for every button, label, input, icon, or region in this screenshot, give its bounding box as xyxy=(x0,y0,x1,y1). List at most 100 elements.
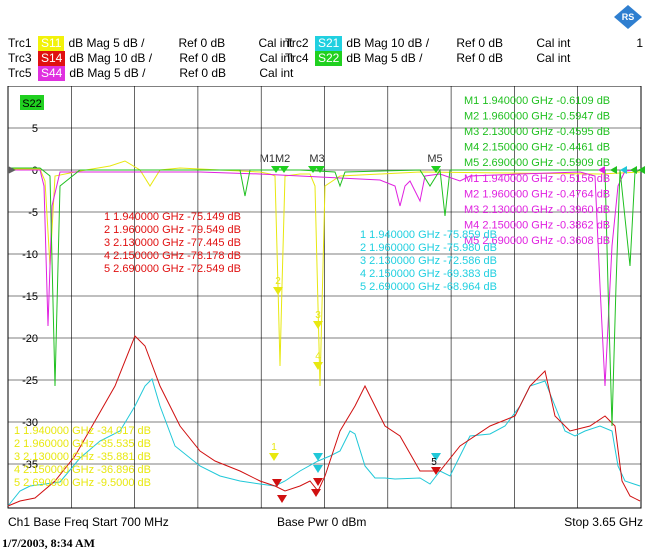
trace-s22-line xyxy=(8,167,641,427)
trace-s44-line xyxy=(8,169,641,387)
trace-trc2[interactable]: Trc2 S21 dB Mag 10 dB / Ref 0 dB Cal int xyxy=(285,36,570,51)
trace-cal: Cal int xyxy=(536,36,571,50)
s11-marker xyxy=(313,362,323,370)
s21-marker-row: 2 1.960000 GHz -75.980 dB xyxy=(360,242,497,254)
base-power: Base Pwr 0 dBm xyxy=(277,515,367,529)
y-tick-label: -10 xyxy=(22,249,38,261)
active-trace-badge xyxy=(20,95,44,110)
s22-marker-row: M4 2.150000 GHz -0.4461 dB xyxy=(464,142,610,154)
rohde-schwarz-logo: RS xyxy=(614,5,642,29)
marker-triangle xyxy=(431,166,441,173)
s22-marker-row: M5 2.690000 GHz -0.5909 dB xyxy=(464,157,610,169)
trace-name: Trc1 xyxy=(8,36,32,50)
trace-fmt: dB Mag 10 dB / xyxy=(69,51,153,65)
s21-marker-row: 5 2.690000 GHz -68.964 dB xyxy=(360,281,497,293)
trace-s21-line xyxy=(7,378,641,507)
s21-marker-row: 1 1.940000 GHz -75.859 dB xyxy=(360,229,497,241)
trace-trc4[interactable]: Trc4 S22 dB Mag 5 dB / Ref 0 dB Cal int xyxy=(285,51,570,66)
s21-marker xyxy=(313,453,323,461)
trace-ref: Ref 0 dB xyxy=(179,66,227,80)
y-tick-label: -15 xyxy=(22,291,38,303)
s14-marker-row: 5 2.690000 GHz -72.549 dB xyxy=(104,263,241,275)
network-analyzer-plot[interactable]: 5 0 -5 -10 -15 -20 -25 -30 -35 S22 M1M2 M3 M5 2 3 4 1 5 M1… xyxy=(0,86,651,513)
s21-marker-row: 4 2.150000 GHz -69.383 dB xyxy=(360,268,497,280)
trace-fmt: dB Mag 5 dB / xyxy=(346,51,423,65)
trace-name: Trc4 xyxy=(285,51,309,65)
stop-frequency: Stop 3.65 GHz xyxy=(564,515,643,529)
reference-arrow xyxy=(598,166,605,174)
s14-marker-row: 2 1.960000 GHz -79.549 dB xyxy=(104,224,241,236)
s44-marker-row: M3 2.130000 GHz -0.3960 dB xyxy=(464,204,610,216)
s14-marker xyxy=(272,479,282,487)
s22-marker-row: M1 1.940000 GHz -0.6109 dB xyxy=(464,95,610,107)
s21-marker xyxy=(431,453,441,461)
trace-fmt: dB Mag 5 dB / xyxy=(68,36,145,50)
trace-tag: S11 xyxy=(38,36,65,51)
trace-trc3[interactable]: Trc3 S14 dB Mag 10 dB / Ref 0 dB Cal int xyxy=(8,51,293,66)
trace-trc1[interactable]: Trc1 S11 dB Mag 5 dB / Ref 0 dB Cal int xyxy=(8,36,292,51)
s11-marker-number: 3 xyxy=(315,310,321,321)
marker-label: M5 xyxy=(427,153,442,165)
y-tick-label: -25 xyxy=(22,375,38,387)
s11-marker-number: 1 xyxy=(271,442,277,453)
reference-level-arrow xyxy=(8,166,16,174)
s11-marker-row: 2 1.960000 GHz -35.535 dB xyxy=(14,438,151,450)
y-tick-label: 0 xyxy=(32,165,38,177)
s44-marker-row: M2 1.960000 GHz -0.4764 dB xyxy=(464,189,610,201)
marker-triangle xyxy=(315,166,325,173)
trace-cal: Cal int xyxy=(258,36,293,50)
s44-marker-row: M1 1.940000 GHz -0.5156 dB xyxy=(464,173,610,185)
trace-header: Trc1 S11 dB Mag 5 dB / Ref 0 dB Cal int Trc3 S… xyxy=(0,0,651,86)
y-tick-label: -30 xyxy=(22,417,38,429)
trace-tag: S44 xyxy=(38,66,66,81)
start-frequency: Ch1 Base Freq Start 700 MHz xyxy=(8,515,169,529)
trace-trc5[interactable]: Trc5 S44 dB Mag 5 dB / Ref 0 dB Cal int xyxy=(8,66,293,81)
trace-name: Trc5 xyxy=(8,66,32,80)
trace-ref: Ref 0 dB xyxy=(456,36,504,50)
channel-number: 1 xyxy=(636,36,643,50)
s11-marker-number: 4 xyxy=(315,351,321,362)
s22-marker-row: M2 1.960000 GHz -0.5947 dB xyxy=(464,111,610,123)
s14-marker xyxy=(311,489,321,497)
active-trace-label: S22 xyxy=(22,98,42,110)
s11-marker-row: 5 2.690000 GHz -9.5000 dB xyxy=(14,477,151,489)
marker-triangle xyxy=(279,166,289,173)
trace-fmt: dB Mag 5 dB / xyxy=(69,66,146,80)
marker-label: M1M2 xyxy=(260,153,291,165)
trace-cal: Cal int xyxy=(259,66,294,80)
y-tick-label: -35 xyxy=(22,459,38,471)
s11-marker-row: 4 2.150000 GHz -36.896 dB xyxy=(14,464,151,476)
trace-cal: Cal int xyxy=(259,51,294,65)
trace-ref: Ref 0 dB xyxy=(178,36,226,50)
trace-ref: Ref 0 dB xyxy=(179,51,227,65)
marker-triangle xyxy=(271,166,281,173)
s14-marker xyxy=(277,495,287,503)
s11-marker-row: 3 2.130000 GHz -35.881 dB xyxy=(14,451,151,463)
s14-marker-row: 1 1.940000 GHz -75.149 dB xyxy=(104,211,241,223)
trace-name: Trc3 xyxy=(8,51,32,65)
s11-marker xyxy=(269,453,279,461)
s11-marker-row: 1 1.940000 GHz -34.017 dB xyxy=(14,425,151,437)
y-tick-label: -5 xyxy=(28,207,38,219)
reference-arrow xyxy=(630,166,637,174)
trace-s14-line xyxy=(7,335,641,507)
reference-arrow xyxy=(620,166,627,174)
s11-marker xyxy=(313,321,323,329)
timestamp: 1/7/2003, 8:34 AM xyxy=(2,536,95,550)
trace-tag: S22 xyxy=(315,51,343,66)
s21-marker-row: 3 2.130000 GHz -72.586 dB xyxy=(360,255,497,267)
s14-marker-row: 4 2.150000 GHz -78.178 dB xyxy=(104,250,241,262)
marker-label: M3 xyxy=(309,153,324,165)
y-tick-label: 5 xyxy=(32,123,38,135)
s14-marker xyxy=(313,478,323,486)
status-footer: Ch1 Base Freq Start 700 MHz Base Pwr 0 d… xyxy=(0,513,651,533)
s22-marker-row: M3 2.130000 GHz -0.4595 dB xyxy=(464,126,610,138)
s14-marker-row: 3 2.130000 GHz -77.445 dB xyxy=(104,237,241,249)
trace-cal: Cal int xyxy=(536,51,571,65)
reference-arrow xyxy=(610,166,617,174)
trace-tag: S21 xyxy=(315,36,343,51)
s44-marker-row: M5 2.690000 GHz -0.3608 dB xyxy=(464,235,610,247)
marker-triangle xyxy=(308,166,318,173)
trace-fmt: dB Mag 10 dB / xyxy=(346,36,430,50)
s14-marker xyxy=(431,467,441,475)
